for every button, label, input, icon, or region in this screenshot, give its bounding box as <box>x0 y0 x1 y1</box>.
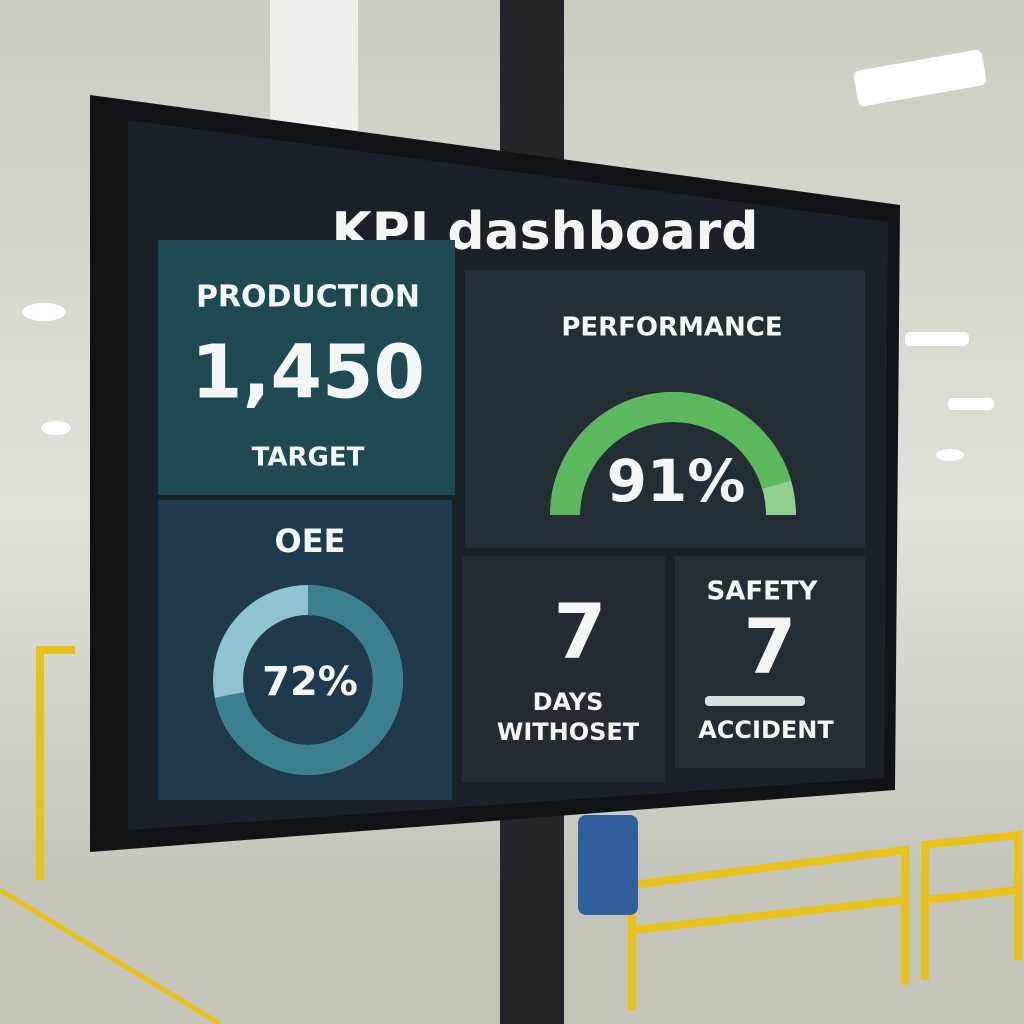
days-panel <box>462 556 665 782</box>
safety-panel <box>675 556 865 768</box>
safety-caption: ACCIDENT <box>698 716 834 744</box>
days-line2: WITHOSET <box>497 718 640 746</box>
production-caption: TARGET <box>252 443 365 473</box>
days-line1: DAYS <box>533 688 604 716</box>
oee-label: OEE <box>275 522 346 560</box>
gauge-value <box>550 392 792 516</box>
yellow-railing <box>0 646 1022 1024</box>
column <box>270 0 358 130</box>
safety-value: 7 <box>744 602 797 691</box>
days-value: 7 <box>554 587 607 676</box>
ceiling-lights <box>22 49 994 461</box>
performance-reading: 91% <box>607 447 746 515</box>
donut-value <box>214 585 403 775</box>
production-value: 1,450 <box>191 330 425 416</box>
oee-reading: 72% <box>262 659 358 705</box>
safety-label: SAFETY <box>707 577 819 607</box>
performance-label: PERFORMANCE <box>561 313 782 343</box>
safety-bar <box>705 696 805 706</box>
production-label: PRODUCTION <box>196 280 420 315</box>
blue-tank <box>578 815 638 915</box>
production-panel <box>158 240 455 495</box>
